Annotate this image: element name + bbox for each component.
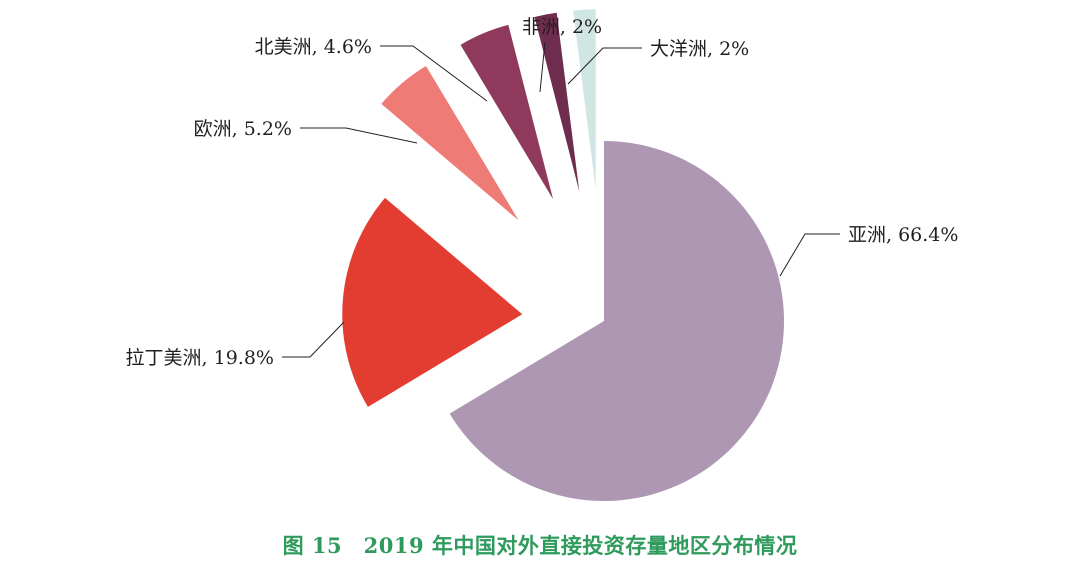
slice-label-5: 非洲, 2% <box>522 16 602 38</box>
pie-slices <box>342 9 785 501</box>
pie-slice-4 <box>460 24 554 200</box>
pie-slice-2 <box>342 197 523 407</box>
leader-line-1 <box>779 233 840 277</box>
pie-slice-3 <box>381 66 519 221</box>
leader-line-2 <box>282 321 345 358</box>
slice-label-4: 北美洲, 4.6% <box>255 36 372 58</box>
leader-line-4 <box>380 45 488 102</box>
slice-label-2: 拉丁美洲, 19.8% <box>126 347 274 369</box>
figure-caption: 图 15 2019 年中国对外直接投资存量地区分布情况 <box>282 533 798 558</box>
slice-label-1: 亚洲, 66.4% <box>848 224 958 246</box>
slice-labels: 亚洲, 66.4% 拉丁美洲, 19.8% 欧洲, 5.2% 北美洲, 4.6% 非洲,… <box>126 16 959 369</box>
pie-slice-5 <box>534 12 580 192</box>
leader-line-5 <box>539 41 546 93</box>
slice-label-6: 大洋洲, 2% <box>650 38 749 60</box>
pie-slice-1 <box>449 141 785 501</box>
slice-label-3: 欧洲, 5.2% <box>194 118 292 140</box>
leader-line-3 <box>300 127 418 144</box>
leader-lines <box>282 41 840 358</box>
leader-line-6 <box>567 47 642 85</box>
pie-slice-6 <box>573 9 596 190</box>
